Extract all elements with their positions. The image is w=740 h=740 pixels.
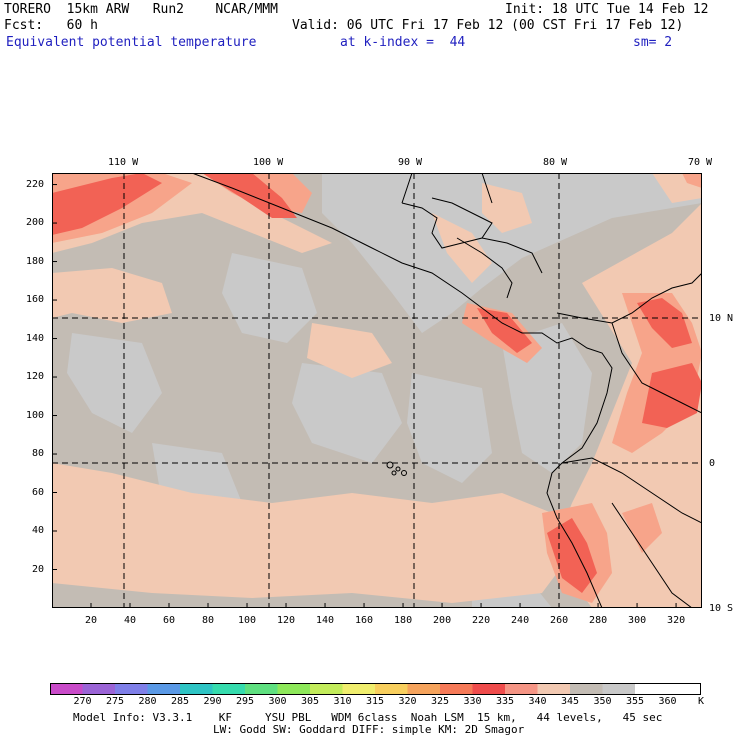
y-tick-label: 120 [26, 371, 45, 383]
x-tick-label: 80 [202, 615, 215, 626]
k-index: at k-index = 44 [340, 35, 466, 50]
x-tick-label: 200 [433, 615, 452, 626]
x-tick-label: 20 [85, 615, 98, 626]
colorbar-swatch [440, 683, 473, 695]
valid-time: Valid: 06 UTC Fri 17 Feb 12 (00 CST Fri … [292, 18, 684, 33]
colorbar-label: 280 [138, 696, 157, 707]
lon-label-110w: 110 W [108, 157, 139, 168]
colorbar-label: 295 [236, 696, 255, 707]
y-tick-label: 60 [32, 486, 45, 498]
x-tick-label: 180 [394, 615, 413, 626]
x-tick-label: 120 [277, 615, 296, 626]
x-tick-label: 320 [667, 615, 686, 626]
colorbar-swatch [537, 683, 571, 695]
colorbar-label: 290 [203, 696, 222, 707]
y-tick-label: 40 [32, 525, 45, 536]
colorbar-swatch [180, 683, 213, 695]
lon-label-100w: 100 W [253, 157, 284, 168]
lat-label-eq: 0 [709, 458, 716, 469]
lon-label-70w: 70 W [688, 157, 713, 168]
x-tick-label: 260 [550, 615, 569, 626]
colorbar-swatch [505, 683, 538, 695]
colorbar-swatch [667, 683, 701, 695]
colorbar-swatch [212, 683, 246, 695]
colorbar-label: 300 [268, 696, 287, 707]
colorbar-label: 305 [301, 696, 320, 707]
colorbar-label: 340 [528, 696, 547, 707]
colorbar-swatch [602, 683, 636, 695]
colorbar-label: 360 [658, 696, 677, 707]
field-name: Equivalent potential temperature [6, 35, 257, 50]
colorbar-swatch [82, 683, 116, 695]
coastlines [191, 173, 702, 608]
model-info: Model Info: V3.3.1 KF YSU PBL WDM 6class… [73, 711, 663, 724]
colorbar [50, 683, 701, 695]
colorbar-swatch [407, 683, 441, 695]
colorbar-swatch [570, 683, 603, 695]
colorbar-label: 310 [333, 696, 352, 707]
x-tick-label: 100 [238, 615, 257, 626]
x-tick-label: 280 [589, 615, 608, 626]
colorbar-swatch [115, 683, 148, 695]
y-tick-label: 140 [26, 332, 45, 344]
galapagos-islands [386, 461, 407, 476]
forecast-hour: Fcst: 60 h [4, 18, 98, 33]
x-tick-label: 300 [628, 615, 647, 626]
colorbar-label: 315 [366, 696, 385, 707]
colorbar-swatch [245, 683, 278, 695]
y-tick-label: 100 [26, 409, 45, 421]
warm-region [52, 173, 702, 608]
y-tick-label: 220 [26, 178, 45, 190]
lat-label-10n: 10 N [709, 313, 734, 324]
x-tick-label: 240 [511, 615, 530, 626]
model-physics: LW: Godd SW: Goddard DIFF: simple KM: 2D… [213, 723, 525, 736]
colorbar-label: 350 [593, 696, 612, 707]
colorbar-label: 335 [496, 696, 515, 707]
x-tick-label: 220 [472, 615, 491, 626]
colorbar-label: 355 [626, 696, 645, 707]
colorbar-swatch [310, 683, 343, 695]
colorbar-swatch [375, 683, 408, 695]
colorbar-swatch [147, 683, 181, 695]
colorbar-label: 345 [561, 696, 580, 707]
x-tick-label: 160 [355, 615, 374, 626]
colorbar-label: 270 [73, 696, 92, 707]
hot-region [52, 173, 702, 593]
colorbar-label: 320 [398, 696, 417, 707]
map-frame [52, 173, 702, 608]
x-tick-label: 140 [316, 615, 335, 626]
y-tick-label: 180 [26, 255, 45, 267]
colorbar-swatch [635, 683, 668, 695]
colorbar-label: 275 [106, 696, 125, 707]
lon-label-80w: 80 W [543, 157, 568, 168]
colorbar-unit: K [698, 696, 705, 707]
lat-label-10s: 10 S [709, 603, 734, 614]
y-tick-label: 200 [26, 217, 45, 229]
smoothing: sm= 2 [633, 35, 673, 50]
colorbar-label: 330 [463, 696, 482, 707]
colorbar-label: 325 [431, 696, 450, 707]
colorbar-label: 285 [171, 696, 190, 707]
graticule [52, 173, 702, 608]
colorbar-swatch [342, 683, 376, 695]
x-tick-label: 40 [124, 615, 137, 626]
x-tick-label: 60 [163, 615, 176, 626]
colorbar-swatch [277, 683, 311, 695]
theta-e-map [52, 173, 702, 608]
init-time: Init: 18 UTC Tue 14 Feb 12 [505, 2, 709, 17]
model-title: TORERO 15km ARW Run2 NCAR/MMM [4, 2, 278, 17]
y-tick-label: 160 [26, 294, 45, 306]
lon-label-90w: 90 W [398, 157, 423, 168]
y-tick-label: 80 [32, 448, 45, 460]
axis-ticks [52, 184, 677, 608]
y-tick-label: 20 [32, 563, 45, 575]
colorbar-swatch [50, 683, 83, 695]
colorbar-swatch [472, 683, 506, 695]
